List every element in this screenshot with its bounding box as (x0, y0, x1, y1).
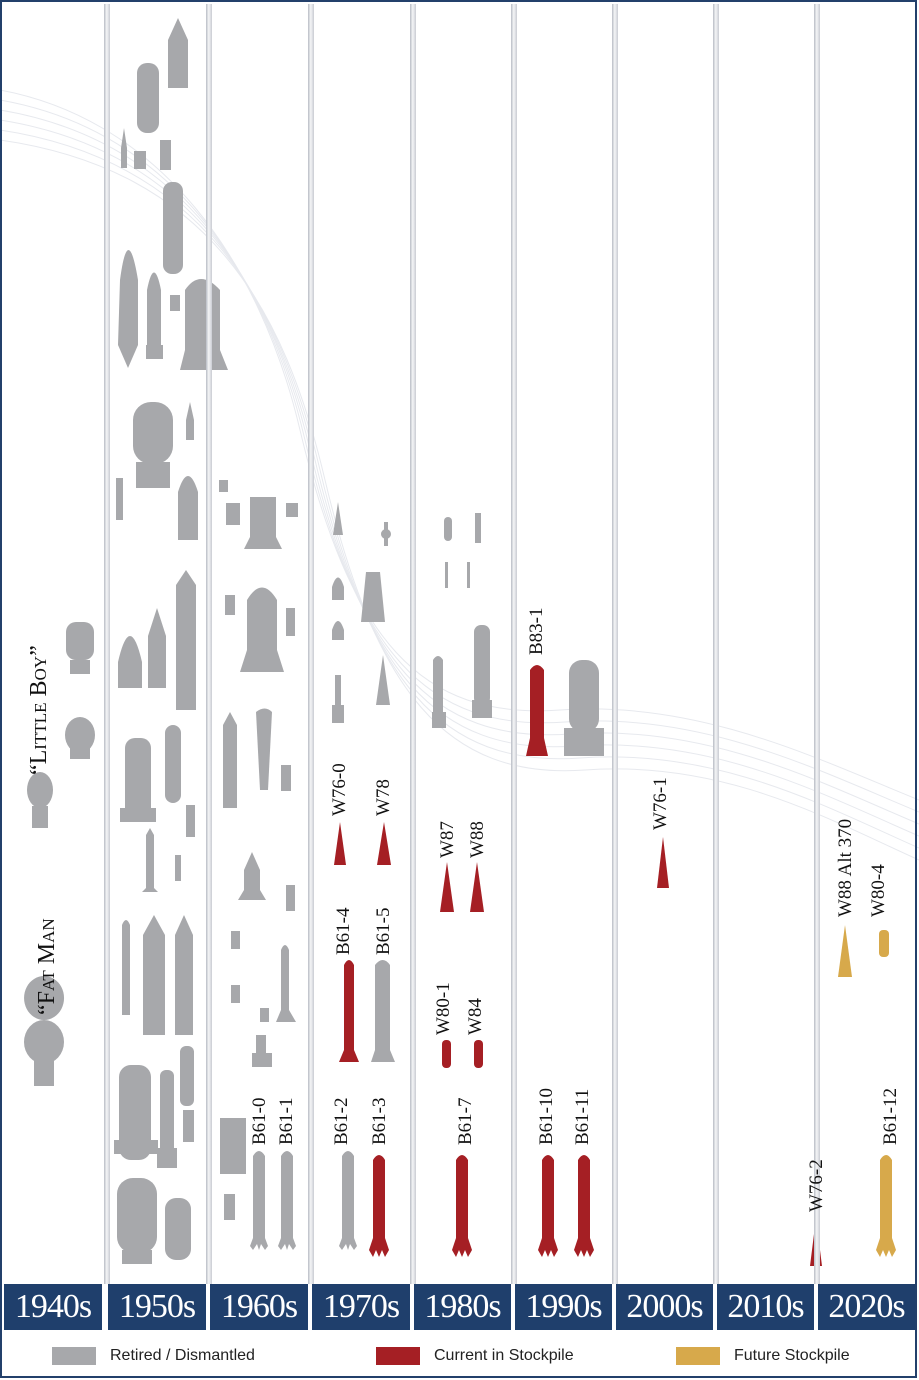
column-divider (511, 4, 517, 1284)
column-divider (814, 4, 820, 1284)
decade-2000s: 2000s (616, 1284, 713, 1330)
label-b61-12: B61-12 (880, 1088, 901, 1145)
label-b83-1: B83-1 (526, 607, 547, 656)
label-w80-1: W80-1 (433, 982, 454, 1035)
column-divider (612, 4, 618, 1284)
legend-swatch-future (676, 1347, 720, 1365)
legend-label-future: Future Stockpile (734, 1347, 850, 1364)
label-b61-2: B61-2 (331, 1097, 352, 1146)
legend-swatch-current (376, 1347, 420, 1365)
decade-1940s: 1940s (4, 1284, 102, 1330)
retired-silhouettes (24, 18, 604, 1264)
column-divider (308, 4, 314, 1284)
decade-2010s: 2010s (717, 1284, 814, 1330)
decade-1990s: 1990s (515, 1284, 612, 1330)
label-w76-1: W76-1 (650, 777, 671, 830)
legend: Retired / Dismantled Current in Stockpil… (0, 1336, 919, 1376)
legend-item-current: Current in Stockpile (376, 1344, 574, 1368)
label-b61-1: B61-1 (276, 1097, 297, 1146)
label-w88-alt-370: W88 Alt 370 (835, 818, 856, 917)
legend-item-retired: Retired / Dismantled (52, 1344, 255, 1368)
label-w87: W87 (437, 821, 458, 858)
label-b61-4: B61-4 (333, 907, 354, 956)
legend-swatch-retired (52, 1347, 96, 1365)
decade-1970s: 1970s (312, 1284, 410, 1330)
legend-label-retired: Retired / Dismantled (110, 1347, 255, 1364)
label-w76-0: W76-0 (329, 763, 350, 816)
column-divider (206, 4, 212, 1284)
decade-2020s: 2020s (818, 1284, 915, 1330)
column-divider (104, 4, 110, 1284)
label-w80-4: W80-4 (868, 864, 889, 917)
label-w78: W78 (373, 779, 394, 816)
decade-1950s: 1950s (108, 1284, 206, 1330)
label-b61-3: B61-3 (369, 1097, 390, 1146)
label-little-boy: “Little Boy” (26, 645, 52, 775)
column-divider (410, 4, 416, 1284)
legend-item-future: Future Stockpile (676, 1344, 850, 1368)
label-b61-5: B61-5 (373, 907, 394, 956)
decade-1980s: 1980s (414, 1284, 511, 1330)
column-divider (713, 4, 719, 1284)
label-b61-7: B61-7 (455, 1097, 476, 1146)
future-silhouettes (838, 925, 896, 1257)
label-b61-0: B61-0 (249, 1097, 270, 1146)
legend-label-current: Current in Stockpile (434, 1347, 574, 1364)
label-b61-10: B61-10 (536, 1088, 557, 1145)
current-silhouettes (334, 665, 822, 1266)
label-w88: W88 (467, 821, 488, 858)
label-w84: W84 (465, 998, 486, 1035)
label-b61-11: B61-11 (572, 1088, 593, 1145)
label-fat-man: “Fat Man (34, 918, 60, 1015)
label-w76-2: W76-2 (806, 1159, 827, 1212)
decade-1960s: 1960s (210, 1284, 308, 1330)
